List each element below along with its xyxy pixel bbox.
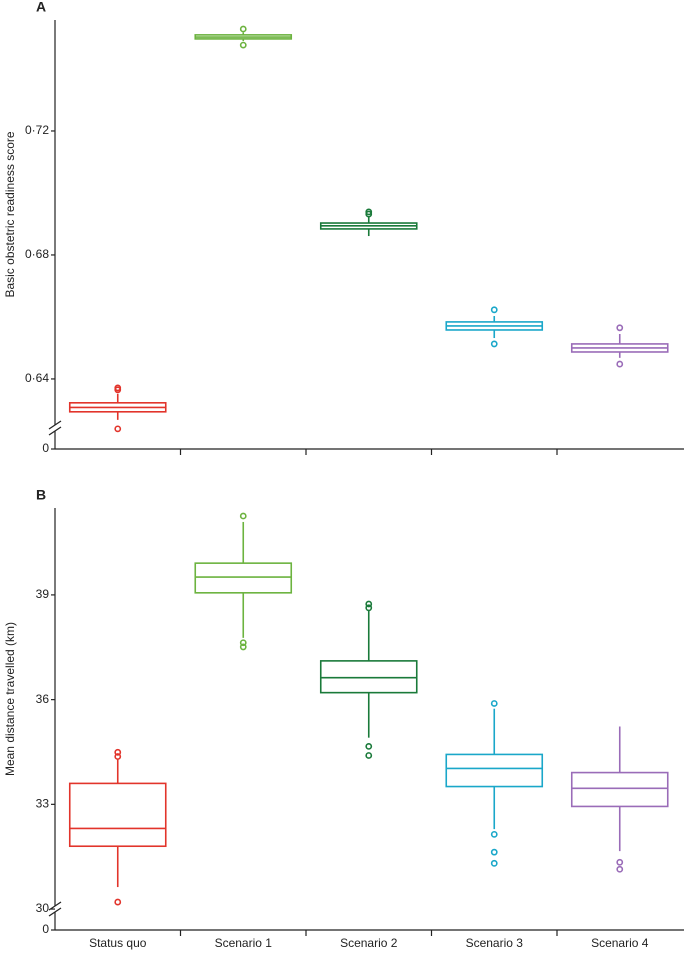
y-tick-label: 0·68 [25,247,49,261]
outlier [490,848,498,856]
box [445,753,544,788]
outlier [114,753,122,760]
outlier [239,41,247,49]
axis-break [48,426,62,436]
axis-break [48,420,62,430]
x-tick-label: Status quo [89,936,147,950]
x-tick-label: Scenario 1 [215,936,273,950]
outlier [114,386,122,394]
outlier [239,643,247,651]
outlier [239,25,247,33]
outlier [616,858,624,866]
outlier [490,700,498,707]
box [319,660,418,694]
outlier [490,859,498,867]
y-tick-label: 0 [42,922,49,936]
outlier [616,865,624,873]
y-axis-label: Basic obstetric readiness score [3,131,17,297]
y-tick-label: 0·64 [25,371,49,385]
outlier [490,306,498,314]
x-tick-label: Scenario 2 [340,936,398,950]
panel-label: A [36,0,46,15]
panel-label: B [36,487,46,503]
outlier [490,830,498,838]
y-tick-label: 39 [36,587,50,601]
outlier [114,425,122,433]
axis-break-gap [49,425,61,431]
outlier [365,210,373,218]
outlier [365,743,373,750]
y-tick-label: 30 [36,901,50,915]
box [194,562,293,594]
y-tick-label: 33 [36,797,50,811]
box [570,771,669,808]
outlier [114,898,122,906]
y-tick-label: 36 [36,692,50,706]
outlier [616,360,624,368]
outlier [490,340,498,348]
outlier [365,604,373,612]
axis-break [48,907,62,917]
x-tick-label: Scenario 4 [591,936,649,950]
x-tick-label: Scenario 3 [466,936,524,950]
outlier [616,324,624,332]
outlier [365,752,373,759]
y-axis-label: Mean distance travelled (km) [3,622,17,776]
y-tick-label: 0·72 [25,123,49,137]
outlier [239,512,247,520]
y-tick-label: 0 [42,441,49,455]
outlier [239,639,247,647]
box [68,782,167,848]
outlier [365,600,373,608]
outlier [114,748,122,756]
